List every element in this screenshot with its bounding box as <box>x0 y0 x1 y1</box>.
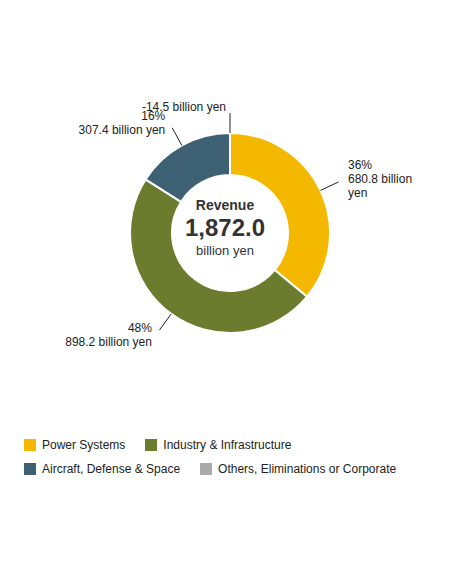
svg-text:48%898.2 billion yen: 48%898.2 billion yen <box>65 321 152 349</box>
svg-text:-14.5 billion yen: -14.5 billion yen <box>142 100 226 114</box>
svg-text:36%680.8 billionyen: 36%680.8 billionyen <box>348 158 412 200</box>
